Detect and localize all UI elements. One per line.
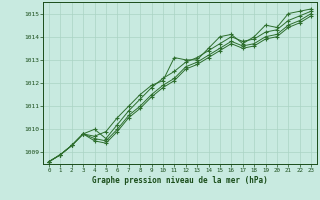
X-axis label: Graphe pression niveau de la mer (hPa): Graphe pression niveau de la mer (hPa) [92,176,268,185]
